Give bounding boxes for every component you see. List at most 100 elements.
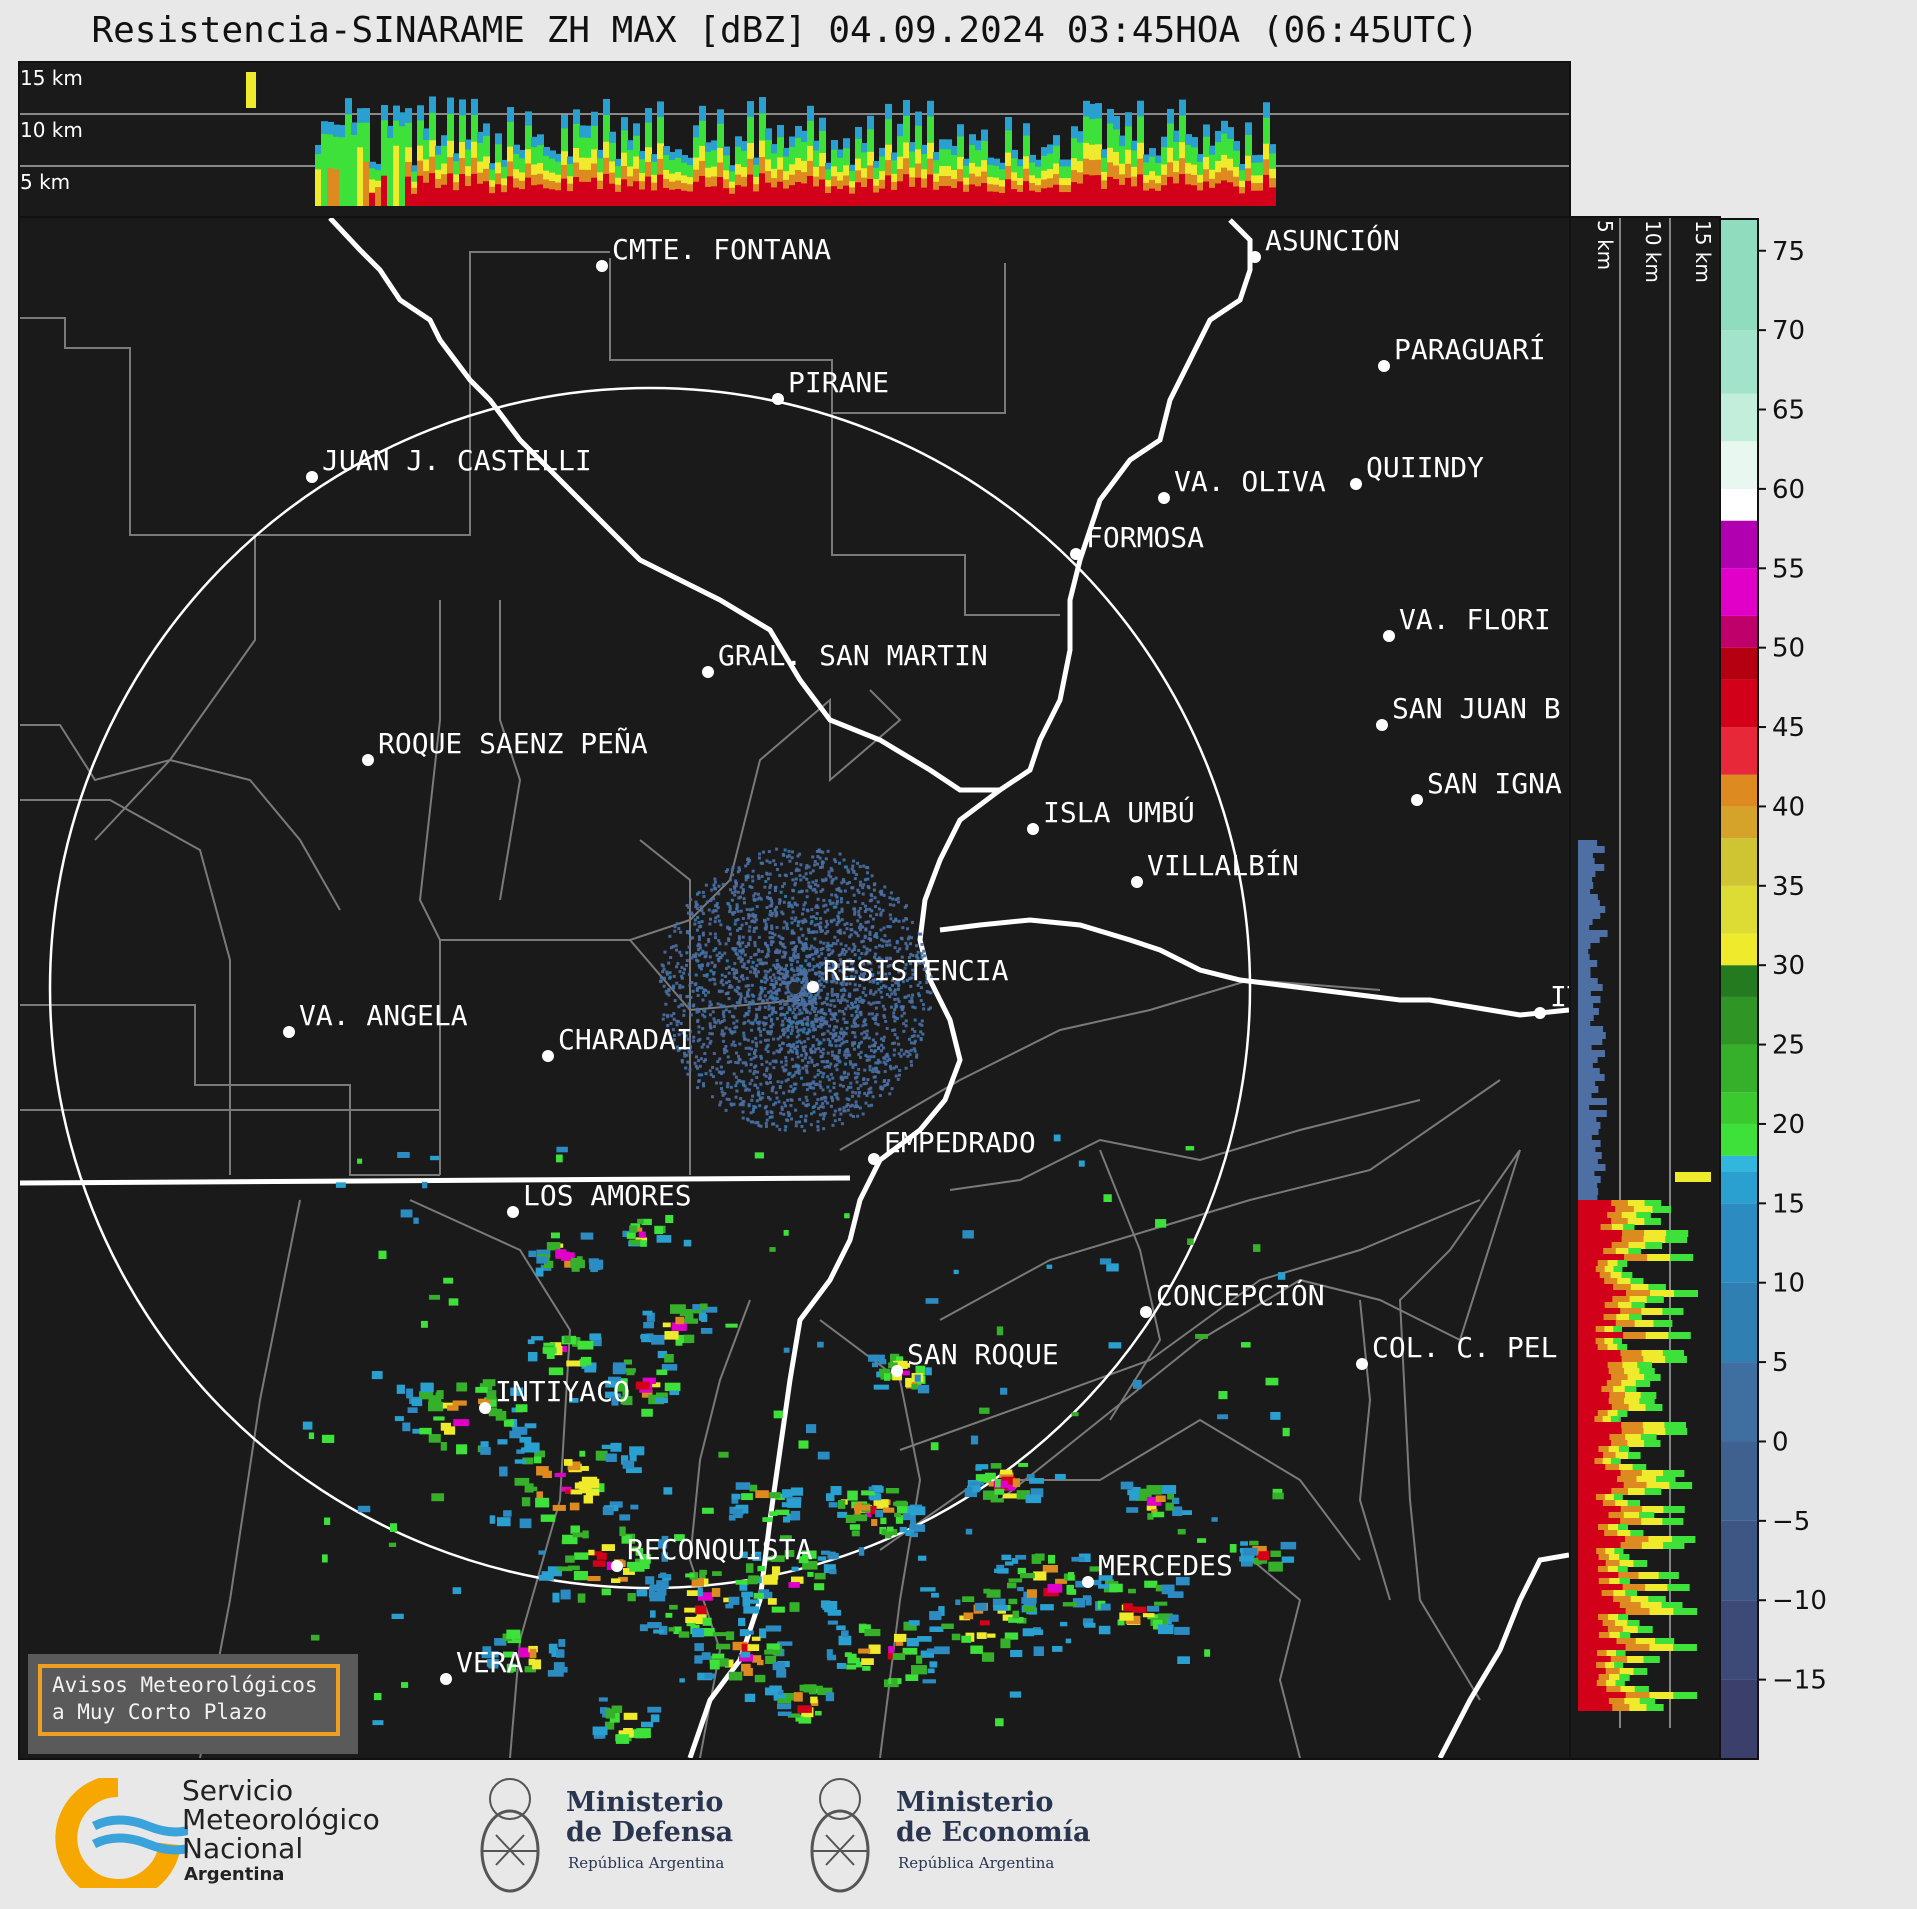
economia-title2: de Economía xyxy=(896,1817,1091,1848)
city-marker xyxy=(1158,492,1170,504)
colorbar-tick-label: −15 xyxy=(1772,1666,1827,1696)
reflectivity-echoes xyxy=(302,1134,1297,1744)
alert-box[interactable]: Avisos Meteorológicos a Muy Corto Plazo xyxy=(28,1654,358,1754)
city-marker xyxy=(702,666,714,678)
colorbar-tick-label: −10 xyxy=(1772,1586,1827,1616)
city-label: PIRANE xyxy=(788,366,889,399)
defensa-sub: República Argentina xyxy=(568,1854,725,1872)
colorbar-band xyxy=(1720,520,1758,569)
city-label: CONCEPCIÓN xyxy=(1156,1278,1325,1312)
alert-box-line2: a Muy Corto Plazo xyxy=(52,1700,267,1724)
economia-title1: Ministerio xyxy=(896,1787,1054,1818)
colorbar-tick-label: −5 xyxy=(1772,1507,1810,1537)
colorbar-band xyxy=(1720,647,1758,680)
city-marker xyxy=(1131,876,1143,888)
colorbar-band xyxy=(1720,615,1758,648)
city-label: GRAL. SAN MARTIN xyxy=(718,639,988,672)
city-marker xyxy=(306,471,318,483)
city-marker xyxy=(891,1365,903,1377)
defensa-seal-icon xyxy=(480,1778,540,1893)
city-label: SAN ROQUE xyxy=(907,1338,1059,1371)
colorbar-band xyxy=(1720,727,1758,775)
city-label: VA. FLORI xyxy=(1399,603,1551,636)
city-label: ASUNCIÓN xyxy=(1265,223,1400,257)
city-label: RECONQUISTA xyxy=(627,1533,813,1566)
colorbar-tick-label: 70 xyxy=(1772,316,1805,346)
smn-line3: Nacional xyxy=(182,1832,304,1865)
city-marker xyxy=(1249,251,1261,263)
colorbar-band xyxy=(1720,996,1758,1045)
smn-name: Servicio Meteorológico Nacional xyxy=(182,1776,380,1863)
colorbar-tick-label: 75 xyxy=(1772,237,1805,267)
city-label: FORMOSA xyxy=(1086,521,1204,554)
city-marker xyxy=(1070,548,1082,560)
alert-box-frame[interactable]: Avisos Meteorológicos a Muy Corto Plazo xyxy=(38,1664,340,1736)
colorbar-band xyxy=(1720,885,1758,934)
city-marker xyxy=(1350,478,1362,490)
colorbar-band xyxy=(1720,1155,1758,1172)
colorbar-tick-label: 25 xyxy=(1772,1031,1805,1061)
colorbar-band xyxy=(1720,1520,1758,1601)
top-label-10km: 10 km xyxy=(20,118,83,142)
alert-box-line1: Avisos Meteorológicos xyxy=(52,1673,318,1697)
city-label: SAN JUAN B xyxy=(1392,692,1561,725)
colorbar-tick-label: 45 xyxy=(1772,713,1805,743)
footer-logos: Servicio Meteorológico Nacional Argentin… xyxy=(0,1760,1917,1909)
city-marker xyxy=(1378,360,1390,372)
city-label: IT xyxy=(1550,980,1584,1013)
city-label: SAN IGNA xyxy=(1427,767,1562,800)
city-label: INTIYACO xyxy=(495,1375,630,1408)
city-marker xyxy=(807,981,819,993)
city-marker xyxy=(1383,630,1395,642)
city-marker xyxy=(542,1050,554,1062)
colorbar-tick-label: 35 xyxy=(1772,872,1805,902)
city-marker xyxy=(479,1402,491,1414)
colorbar-band xyxy=(1720,1044,1758,1093)
ground-clutter-echo xyxy=(658,847,934,1133)
city-label: EMPEDRADO xyxy=(884,1126,1036,1159)
colorbar-band xyxy=(1720,1203,1758,1283)
city-marker xyxy=(362,754,374,766)
city-label: MERCEDES xyxy=(1098,1549,1233,1582)
colorbar-tick-label: 65 xyxy=(1772,396,1805,426)
colorbar-band xyxy=(1720,774,1758,807)
city-marker xyxy=(1376,719,1388,731)
city-label: VA. OLIVA xyxy=(1174,465,1326,498)
smn-country: Argentina xyxy=(184,1864,285,1885)
city-labels: CMTE. FONTANA ASUNCIÓN PIRANE PARAGUARÍ JUAN… xyxy=(283,223,1584,1685)
colorbar-band xyxy=(1720,838,1758,886)
city-label: PARAGUARÍ xyxy=(1394,332,1546,366)
colorbar-band xyxy=(1720,488,1758,521)
side-label-5km: 5 km xyxy=(1593,220,1617,270)
city-label: VILLALBÍN xyxy=(1147,848,1299,882)
map-title: Resistencia-SINARAME ZH MAX [dBZ] 04.09.… xyxy=(91,10,1479,51)
colorbar-band xyxy=(1720,1362,1758,1442)
side-reflectivity-profile xyxy=(1578,840,1711,1711)
colorbar-band xyxy=(1720,568,1758,616)
city-label: ISLA UMBÚ xyxy=(1043,795,1195,829)
side-label-15km: 15 km xyxy=(1691,220,1715,283)
colorbar-tick-label: 60 xyxy=(1772,475,1805,505)
dbz-colorbar xyxy=(1720,219,1758,1759)
colorbar-band xyxy=(1720,1171,1758,1204)
colorbar-band xyxy=(1720,1441,1758,1521)
colorbar-tick-label: 15 xyxy=(1772,1189,1805,1219)
colorbar-tick-label: 5 xyxy=(1772,1348,1789,1378)
colorbar-band xyxy=(1720,933,1758,966)
colorbar-band xyxy=(1720,219,1758,331)
city-label: LOS AMORES xyxy=(523,1179,692,1212)
city-marker xyxy=(1411,794,1423,806)
city-marker xyxy=(868,1153,880,1165)
department-borders xyxy=(20,251,1521,1758)
radar-site-marker xyxy=(789,982,801,994)
river-borders xyxy=(20,218,1569,1758)
colorbar-band xyxy=(1720,679,1758,728)
smn-line1: Servicio xyxy=(182,1774,294,1807)
city-marker xyxy=(1356,1358,1368,1370)
colorbar-tick-label: 10 xyxy=(1772,1269,1805,1299)
colorbar-band xyxy=(1720,393,1758,442)
city-marker xyxy=(1140,1306,1152,1318)
city-label: CMTE. FONTANA xyxy=(612,233,831,266)
